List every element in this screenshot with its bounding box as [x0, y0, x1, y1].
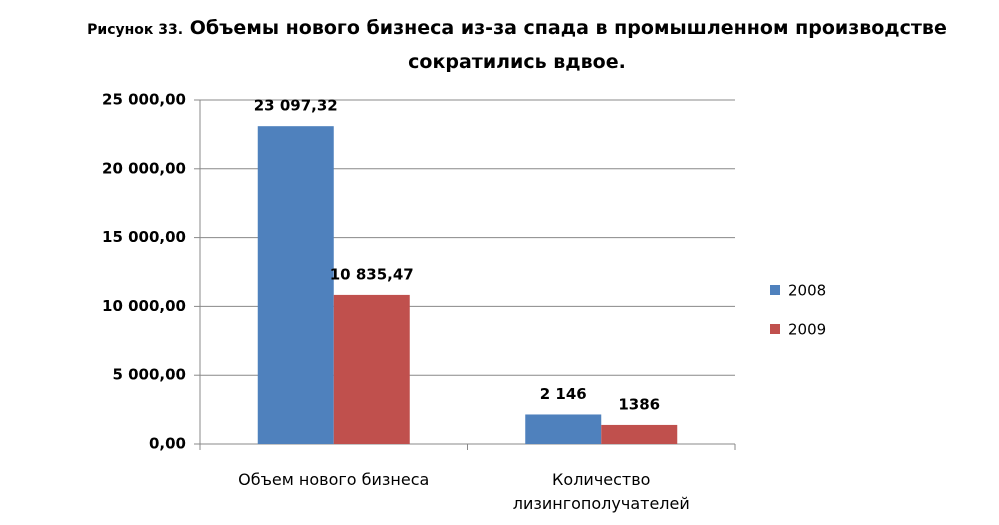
bar [257, 126, 334, 444]
bar [601, 424, 678, 444]
title-text: Объемы нового бизнеса из-за спада в пром… [189, 17, 947, 73]
legend-swatch [770, 285, 780, 295]
y-tick-label: 25 000,00 [102, 91, 186, 109]
y-tick-label: 0,00 [149, 435, 186, 453]
legend-label: 2009 [788, 321, 826, 339]
legend-swatch [770, 324, 780, 334]
legend-label: 2008 [788, 282, 826, 300]
y-tick-label: 20 000,00 [102, 159, 186, 177]
value-label: 1386 [618, 395, 660, 413]
value-label: 2 146 [540, 385, 587, 403]
bar [333, 294, 410, 444]
y-tick-label: 5 000,00 [112, 366, 186, 384]
bar [525, 414, 602, 444]
x-tick-label: Объем нового бизнеса [238, 470, 430, 489]
x-tick-label: Количество лизингополучателей [512, 470, 690, 513]
value-label: 23 097,32 [254, 97, 338, 115]
y-tick-label: 15 000,00 [102, 228, 186, 246]
value-label: 10 835,47 [330, 265, 414, 283]
y-tick-label: 10 000,00 [102, 297, 186, 315]
figure-label: Рисунок 33. [87, 22, 184, 38]
chart-title: Рисунок 33. Объемы нового бизнеса из-за … [38, 12, 996, 78]
